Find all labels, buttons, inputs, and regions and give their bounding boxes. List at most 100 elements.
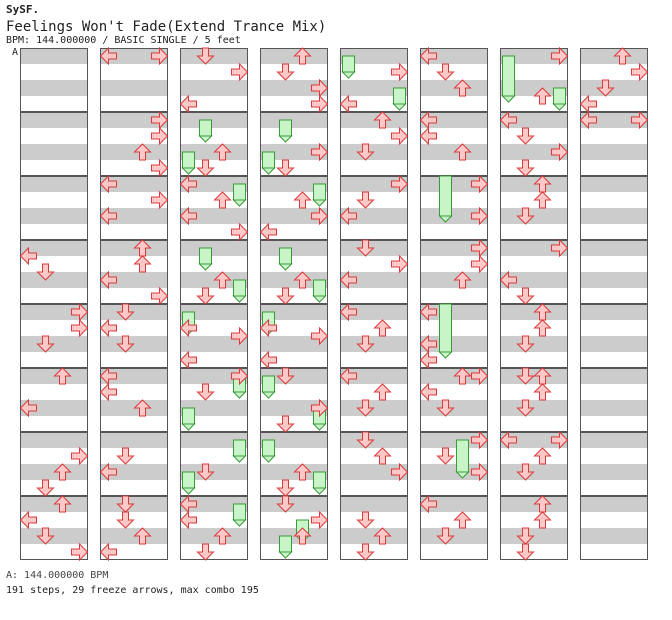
right-arrow-icon (311, 94, 329, 114)
left-arrow-icon (499, 110, 517, 130)
freeze-arrow-tail (232, 391, 247, 399)
freeze-arrow-tail (312, 295, 327, 303)
beat-stripe (20, 176, 88, 192)
left-arrow-icon (19, 246, 37, 266)
up-arrow-icon (293, 191, 312, 209)
beat-stripe (580, 400, 648, 416)
measure-box (340, 496, 408, 560)
beat-stripe (580, 176, 648, 192)
right-arrow-icon (471, 254, 489, 274)
freeze-arrow-body (233, 503, 246, 521)
beat-stripe (180, 336, 248, 352)
down-arrow-icon (516, 399, 535, 417)
up-arrow-icon (533, 511, 552, 529)
down-arrow-icon (196, 47, 215, 65)
freeze-arrow-body (233, 183, 246, 201)
right-arrow-icon (71, 446, 89, 466)
left-arrow-icon (579, 94, 597, 114)
right-arrow-icon (311, 142, 329, 162)
freeze-arrow-tail (232, 295, 247, 303)
right-arrow-icon (231, 326, 249, 346)
down-arrow-icon (196, 159, 215, 177)
measure-box (260, 48, 328, 112)
left-arrow-icon (419, 110, 437, 130)
freeze-arrow-tail (198, 263, 213, 271)
up-arrow-icon (533, 87, 552, 105)
down-arrow-icon (196, 543, 215, 561)
right-arrow-icon (311, 398, 329, 418)
freeze-arrow-tail (312, 199, 327, 207)
up-arrow-icon (133, 143, 152, 161)
down-arrow-icon (596, 79, 615, 97)
up-arrow-icon (453, 143, 472, 161)
left-arrow-icon (19, 510, 37, 530)
down-arrow-icon (516, 463, 535, 481)
right-arrow-icon (311, 510, 329, 530)
down-arrow-icon (356, 191, 375, 209)
right-arrow-icon (151, 46, 169, 66)
right-arrow-icon (551, 46, 569, 66)
right-arrow-icon (391, 254, 409, 274)
right-arrow-icon (151, 286, 169, 306)
beat-stripe (420, 464, 488, 480)
beat-stripe (180, 176, 248, 192)
left-arrow-icon (419, 46, 437, 66)
measure-box (260, 176, 328, 240)
measure-box (20, 304, 88, 368)
beat-stripe (580, 528, 648, 544)
freeze-arrow-body (313, 471, 326, 489)
chart-column (339, 48, 409, 561)
measure-box (500, 304, 568, 368)
beat-stripe (580, 272, 648, 288)
beat-stripe (180, 240, 248, 256)
measure-box (180, 48, 248, 112)
freeze-arrow-body (279, 247, 292, 265)
left-arrow-icon (339, 94, 357, 114)
right-arrow-icon (151, 190, 169, 210)
left-arrow-icon (179, 94, 197, 114)
measure-box (100, 496, 168, 560)
down-arrow-icon (516, 127, 535, 145)
measure-box (180, 176, 248, 240)
beat-stripe (20, 208, 88, 224)
freeze-arrow-tail (438, 215, 453, 223)
freeze-arrow-tail (552, 103, 567, 111)
down-arrow-icon (436, 447, 455, 465)
right-arrow-icon (471, 238, 489, 258)
down-arrow-icon (436, 399, 455, 417)
bpm-summary: A: 144.000000 BPM (6, 570, 109, 581)
up-arrow-icon (453, 271, 472, 289)
left-arrow-icon (179, 206, 197, 226)
down-arrow-icon (356, 239, 375, 257)
chart-info: BPM: 144.000000 / BASIC SINGLE / 5 feet (6, 35, 241, 46)
left-arrow-icon (99, 46, 117, 66)
freeze-arrow-body (439, 303, 452, 353)
step-chart (19, 46, 649, 562)
measure-box (500, 48, 568, 112)
beat-stripe (260, 400, 328, 416)
measure-box (100, 368, 168, 432)
right-arrow-icon (151, 126, 169, 146)
beat-stripe (580, 464, 648, 480)
beat-stripe (580, 208, 648, 224)
right-arrow-icon (551, 238, 569, 258)
beat-stripe (420, 240, 488, 256)
left-arrow-icon (499, 270, 517, 290)
down-arrow-icon (356, 431, 375, 449)
up-arrow-icon (453, 511, 472, 529)
right-arrow-icon (551, 142, 569, 162)
down-arrow-icon (116, 303, 135, 321)
beat-stripe (340, 368, 408, 384)
right-arrow-icon (311, 326, 329, 346)
beat-stripe (340, 208, 408, 224)
freeze-arrow-tail (312, 423, 327, 431)
measure-box (580, 112, 648, 176)
freeze-arrow-body (262, 375, 275, 393)
beat-stripe (420, 304, 488, 320)
measure-box (100, 48, 168, 112)
up-arrow-icon (213, 191, 232, 209)
measure-box (580, 432, 648, 496)
beat-stripe (180, 368, 248, 384)
beat-stripe (340, 48, 408, 64)
beat-stripe (420, 48, 488, 64)
